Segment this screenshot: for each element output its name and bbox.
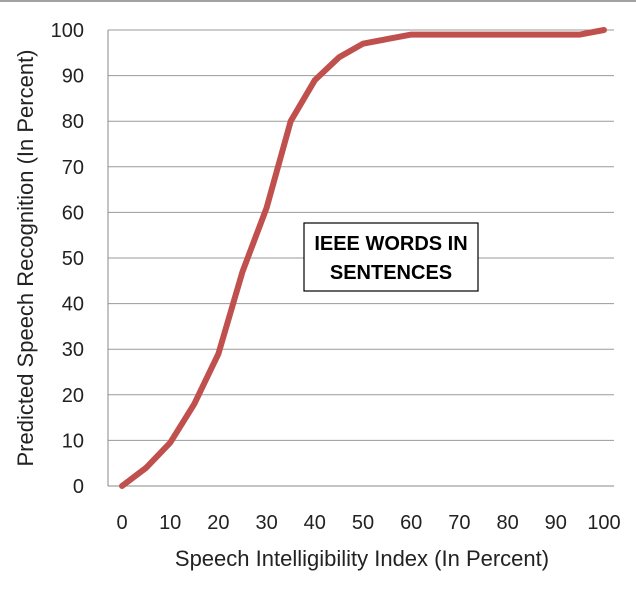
y-tick-labels: 0 10 20 30 40 50 60 70 80 90 100 <box>51 20 84 498</box>
data-point <box>314 79 316 81</box>
data-point <box>217 353 219 355</box>
data-point <box>121 485 123 487</box>
x-axis-title: Speech Intelligibility Index (In Percent… <box>175 546 549 571</box>
y-tick-label: 0 <box>73 476 84 498</box>
data-point <box>386 38 388 40</box>
data-point <box>169 442 171 444</box>
x-tick-label: 10 <box>159 512 181 534</box>
x-tick-label: 100 <box>587 512 620 534</box>
annotation-line-2: SENTENCES <box>330 262 452 284</box>
y-tick-label: 70 <box>62 157 84 179</box>
x-tick-label: 0 <box>116 512 127 534</box>
y-tick-label: 90 <box>62 66 84 88</box>
y-axis-title: Predicted Speech Recognition (In Percent… <box>13 49 38 466</box>
annotation-line-1: IEEE WORDS IN <box>314 233 467 255</box>
x-tick-label: 90 <box>545 512 567 534</box>
data-point <box>362 43 364 45</box>
x-tick-label: 40 <box>304 512 326 534</box>
x-tick-label: 30 <box>255 512 277 534</box>
y-tick-label: 60 <box>62 202 84 224</box>
data-point <box>290 120 292 122</box>
x-tick-label: 20 <box>207 512 229 534</box>
data-point <box>242 271 243 273</box>
data-point <box>555 34 557 36</box>
y-tick-label: 40 <box>62 294 84 316</box>
data-point <box>603 29 605 31</box>
data-point <box>531 34 533 36</box>
annotation-frame <box>303 222 479 292</box>
data-point <box>434 34 436 36</box>
data-point <box>266 207 268 209</box>
data-point <box>458 34 460 36</box>
series-layer <box>119 27 607 489</box>
x-tick-label: 60 <box>400 512 422 534</box>
y-tick-label: 10 <box>62 430 84 452</box>
annotation-box: IEEE WORDS IN SENTENCES <box>303 222 479 292</box>
x-tick-label: 80 <box>496 512 518 534</box>
y-tick-label: 80 <box>62 111 84 133</box>
data-point <box>410 34 412 36</box>
data-point <box>579 34 581 36</box>
x-tick-labels: 0 10 20 30 40 50 60 70 80 90 100 <box>116 512 620 534</box>
x-tick-label: 70 <box>448 512 470 534</box>
y-tick-label: 20 <box>62 385 84 407</box>
y-tick-label: 50 <box>62 248 84 270</box>
data-point <box>483 34 484 36</box>
y-tick-label: 30 <box>62 339 84 361</box>
y-tick-label: 100 <box>51 20 84 42</box>
data-point <box>193 403 195 405</box>
data-point <box>507 34 509 36</box>
data-point <box>338 56 340 58</box>
x-tick-label: 50 <box>352 512 374 534</box>
data-point <box>145 467 147 469</box>
